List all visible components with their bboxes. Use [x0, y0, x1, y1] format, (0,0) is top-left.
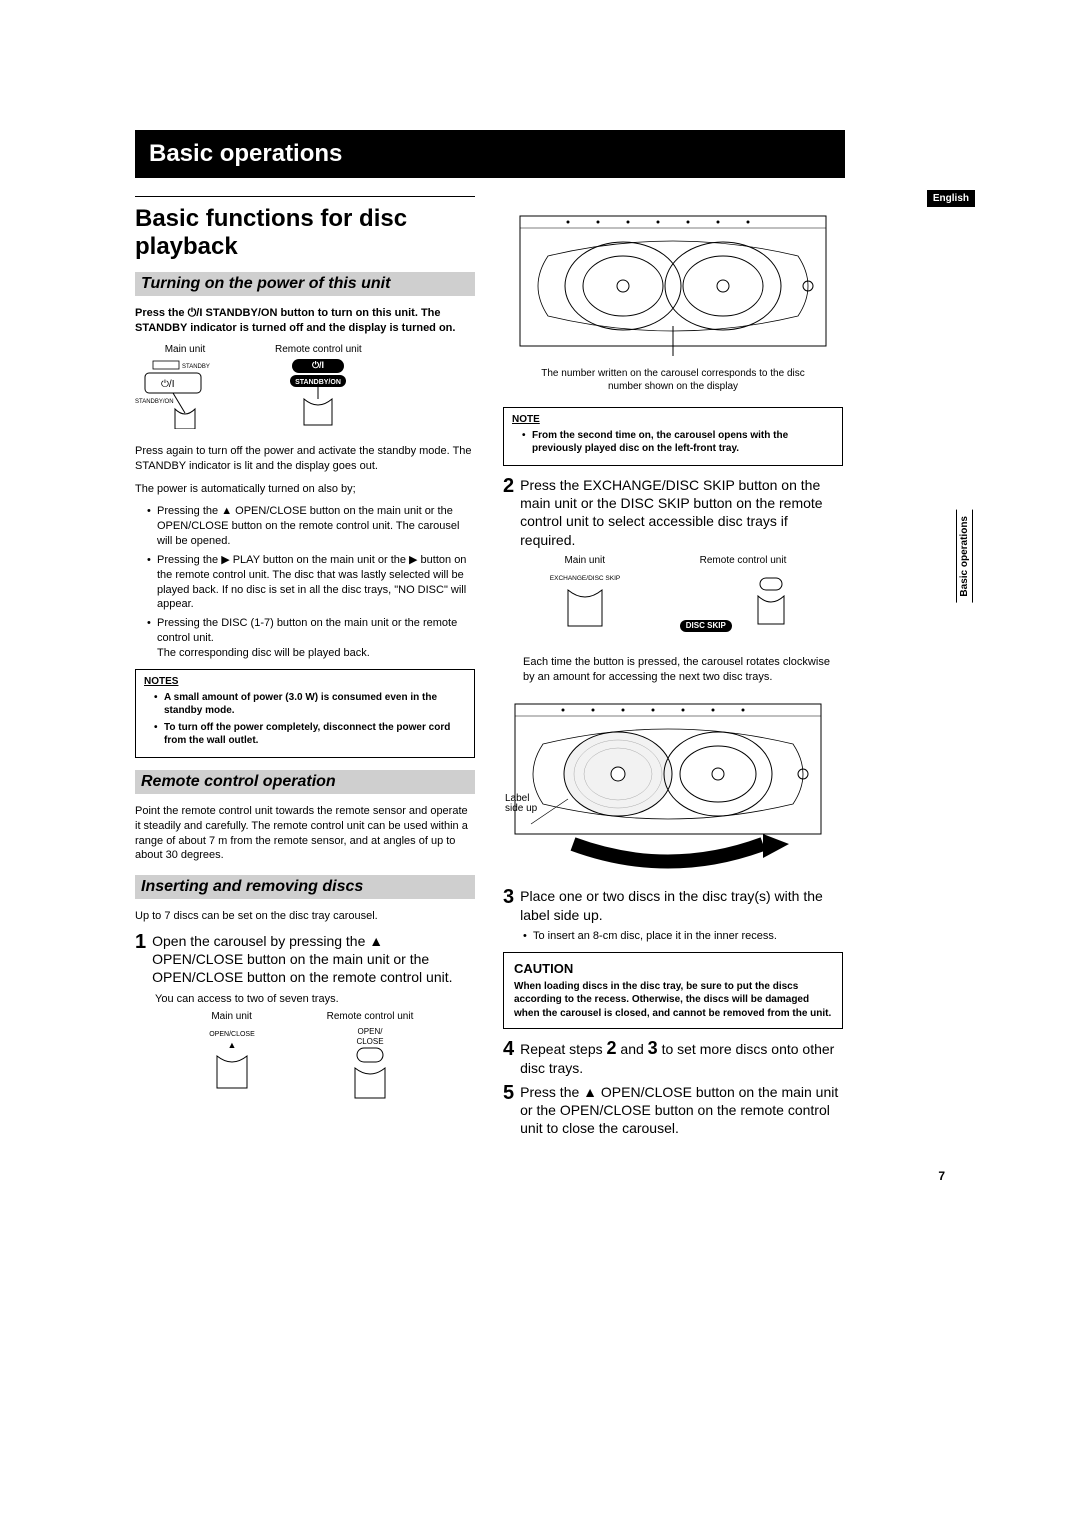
step-4: 4 Repeat steps 2 and 3 to set more discs…	[503, 1039, 843, 1076]
illustration-row-discskip: Main unit EXCHANGE/DISC SKIP Remote cont…	[503, 555, 843, 645]
svg-text:⏻/I: ⏻/I	[312, 360, 324, 370]
text: Press the	[135, 307, 188, 319]
caution-body: When loading discs in the disc tray, be …	[514, 980, 832, 1021]
note-item: From the second time on, the carousel op…	[522, 429, 834, 455]
text: Repeat steps	[520, 1041, 606, 1057]
caution-title: CAUTION	[514, 961, 832, 976]
note-title: NOTE	[512, 414, 834, 425]
subhead-remote: Remote control operation	[135, 770, 475, 794]
page-root: Basic operations English Basic operation…	[135, 130, 945, 1143]
exchange-icon: EXCHANGE/DISC SKIP	[540, 570, 630, 640]
upto7-text: Up to 7 discs can be set on the disc tra…	[135, 909, 475, 924]
subhead-inserting: Inserting and removing discs	[135, 875, 475, 899]
text: and	[617, 1041, 648, 1057]
exchange-label: EXCHANGE/DISC SKIP	[550, 575, 620, 582]
step-text: Open the carousel by pressing the ▲ OPEN…	[152, 932, 475, 987]
main-unit-label: Main unit	[135, 344, 235, 355]
standby-on-text: STANDBY/ON	[135, 399, 174, 405]
columns: Basic functions for disc playback Turnin…	[135, 196, 945, 1143]
main-heading: Basic functions for disc playback	[135, 205, 475, 260]
page-number: 7	[938, 1169, 945, 1183]
step-number: 3	[503, 887, 514, 923]
auto-on-text: The power is automatically turned on als…	[135, 482, 475, 497]
list-item: Pressing the DISC (1-7) button on the ma…	[147, 616, 475, 661]
openclose-text: OPEN/CLOSE	[209, 1031, 255, 1038]
main-unit-illus: Main unit STANDBY ⏻/I STANDBY/ON	[135, 344, 235, 434]
step-number: 1	[135, 932, 146, 987]
note-item: A small amount of power (3.0 W) is consu…	[154, 691, 466, 717]
step-number: 2	[503, 476, 514, 549]
main-unit-label: Main unit	[540, 555, 630, 566]
svg-text:OPEN/: OPEN/	[358, 1027, 384, 1036]
notes-title: NOTES	[144, 676, 466, 687]
step1-aux: You can access to two of seven trays.	[155, 993, 475, 1005]
list-item: Pressing the ▶ PLAY button on the main u…	[147, 553, 475, 612]
main-unit-openclose: Main unit OPEN/CLOSE ▲	[197, 1011, 267, 1111]
press-again-text: Press again to turn off the power and ac…	[135, 444, 475, 474]
carousel-diagram-2: Labelside up	[513, 694, 843, 879]
standby-text: STANDBY	[182, 364, 210, 370]
carousel-svg-1	[518, 196, 828, 356]
disc-skip-button: DISC SKIP	[680, 620, 732, 632]
each-time-text: Each time the button is pressed, the car…	[523, 655, 843, 685]
main-unit-label: Main unit	[197, 1011, 267, 1022]
step-2: 2 Press the EXCHANGE/DISC SKIP button on…	[503, 476, 843, 549]
list-item: Pressing the ▲ OPEN/CLOSE button on the …	[147, 504, 475, 549]
remote-unit-label: Remote control unit	[275, 344, 362, 355]
step-number: 5	[503, 1083, 514, 1138]
left-column: Basic functions for disc playback Turnin…	[135, 196, 475, 1143]
step-5: 5 Press the ▲ OPEN/CLOSE button on the m…	[503, 1083, 843, 1138]
section-banner: Basic operations	[135, 130, 845, 178]
power-icon: ⏻/I	[188, 307, 203, 319]
remote-unit-label: Remote control unit	[680, 555, 806, 566]
openclose-remote-icon: OPEN/ CLOSE	[335, 1026, 405, 1106]
step-text: Press the EXCHANGE/DISC SKIP button on t…	[520, 476, 843, 549]
remote-standby-icon: ⏻/I STANDBY/ON	[278, 359, 358, 429]
illustration-row-power: Main unit STANDBY ⏻/I STANDBY/ON Remote …	[135, 344, 475, 434]
ref-3: 3	[648, 1038, 658, 1058]
openclose-main-icon: OPEN/CLOSE ▲	[197, 1026, 267, 1096]
text: The corresponding disc will be played ba…	[157, 647, 370, 659]
note-list: From the second time on, the carousel op…	[512, 429, 834, 455]
text: Pressing the DISC (1-7) button on the ma…	[157, 617, 457, 644]
carousel-svg-2	[513, 694, 823, 874]
standby-on-btn-text: STANDBY/ON	[295, 379, 341, 386]
auto-on-list: Pressing the ▲ OPEN/CLOSE button on the …	[135, 504, 475, 660]
carousel-diagram-1	[503, 196, 843, 361]
note-box-right: NOTE From the second time on, the carous…	[503, 407, 843, 466]
step-text: Place one or two discs in the disc tray(…	[520, 887, 843, 923]
carousel-caption: The number written on the carousel corre…	[533, 367, 813, 393]
notes-list: A small amount of power (3.0 W) is consu…	[144, 691, 466, 747]
section-side-tab: Basic operations	[956, 510, 973, 603]
remote-body: Point the remote control unit towards th…	[135, 804, 475, 863]
remote-unit-label: Remote control unit	[327, 1011, 414, 1022]
remote-unit-openclose: Remote control unit OPEN/ CLOSE	[327, 1011, 414, 1111]
step-3: 3 Place one or two discs in the disc tra…	[503, 887, 843, 923]
press-standby-text: Press the ⏻/I STANDBY/ON button to turn …	[135, 306, 475, 336]
subhead-turning-on: Turning on the power of this unit	[135, 272, 475, 296]
step-text: Press the ▲ OPEN/CLOSE button on the mai…	[520, 1083, 843, 1138]
svg-text:CLOSE: CLOSE	[356, 1037, 383, 1046]
step3-subitem: To insert an 8-cm disc, place it in the …	[523, 930, 843, 942]
power-glyph: ⏻/I	[161, 379, 174, 390]
note-item: To turn off the power completely, discon…	[154, 721, 466, 747]
main-unit-discskip: Main unit EXCHANGE/DISC SKIP	[540, 555, 630, 645]
svg-text:▲: ▲	[227, 1040, 236, 1050]
step-text: Repeat steps 2 and 3 to set more discs o…	[520, 1039, 843, 1076]
rule	[135, 196, 475, 197]
illustration-row-openclose: Main unit OPEN/CLOSE ▲ Remote control un…	[135, 1011, 475, 1111]
notes-box: NOTES A small amount of power (3.0 W) is…	[135, 669, 475, 758]
step-number: 4	[503, 1039, 514, 1076]
left-disc-icon	[564, 732, 672, 816]
discskip-remote-icon	[736, 574, 806, 628]
remote-unit-illus: Remote control unit ⏻/I STANDBY/ON	[275, 344, 362, 434]
main-unit-standby-icon: STANDBY ⏻/I STANDBY/ON	[135, 359, 235, 429]
remote-unit-discskip: Remote control unit DISC SKIP	[680, 555, 806, 645]
right-column: The number written on the carousel corre…	[503, 196, 843, 1143]
step-1: 1 Open the carousel by pressing the ▲ OP…	[135, 932, 475, 987]
language-tab: English	[927, 190, 975, 207]
label-side-up: Labelside up	[505, 794, 537, 814]
caution-box: CAUTION When loading discs in the disc t…	[503, 952, 843, 1030]
ref-2: 2	[607, 1038, 617, 1058]
